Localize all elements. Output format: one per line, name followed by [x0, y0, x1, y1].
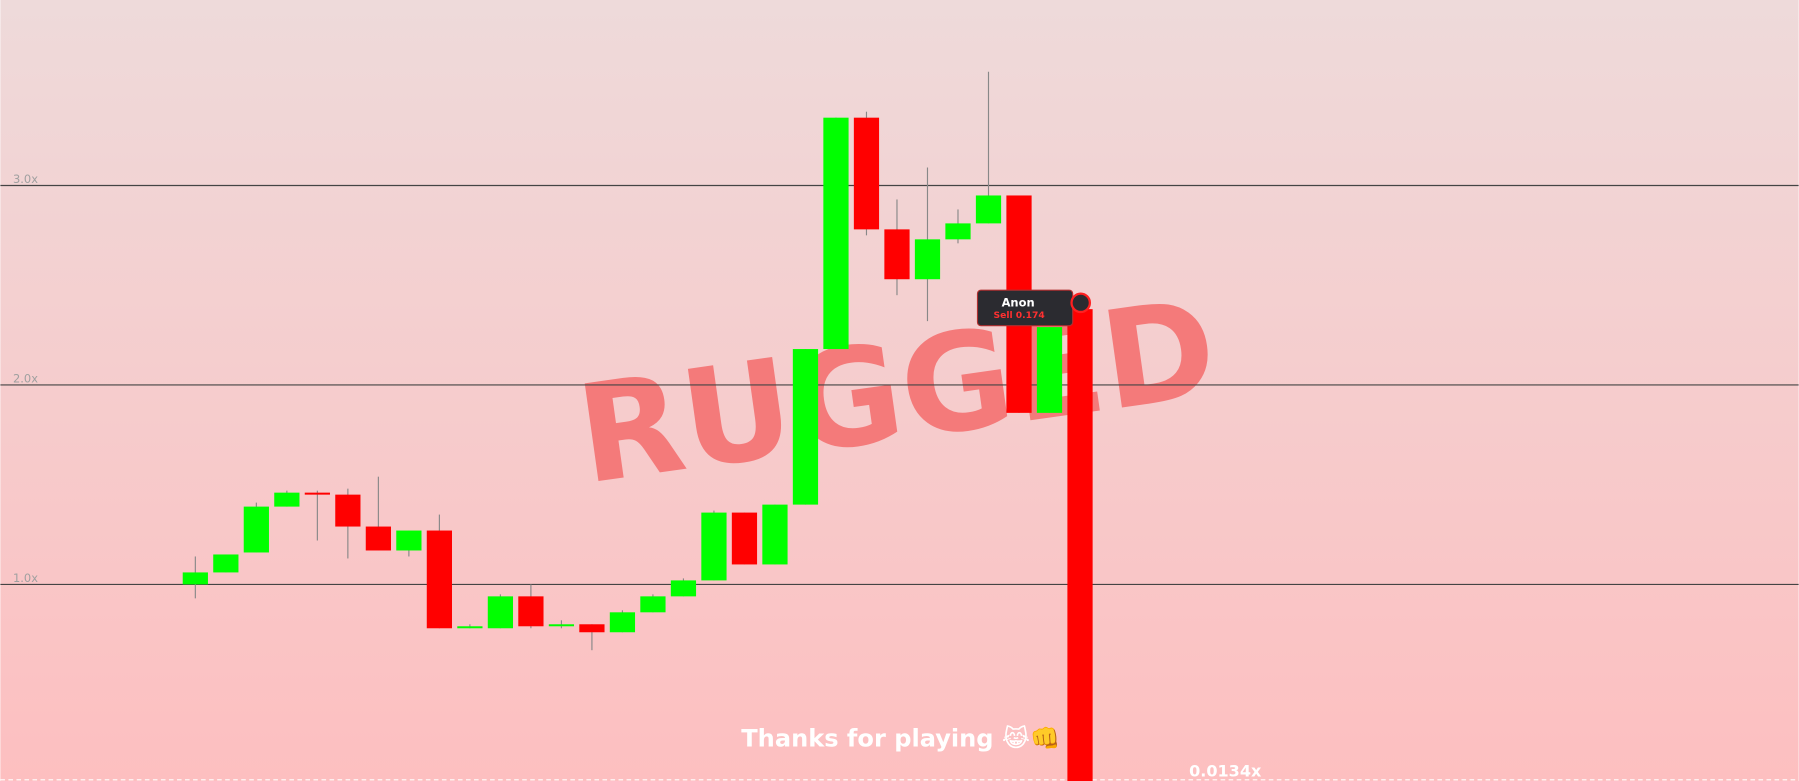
candle-body: [182, 572, 208, 585]
candle-body: [823, 117, 849, 350]
candle-body: [274, 492, 300, 507]
candle-body: [670, 580, 697, 597]
footer-text: Thanks for playing 😹👊: [741, 725, 1060, 753]
candle-body: [609, 612, 636, 633]
candle-body: [945, 223, 971, 240]
candle-body: [213, 554, 239, 573]
current-multiplier: 0.0134x: [1189, 761, 1262, 780]
candle-body: [884, 229, 910, 280]
candle-body: [762, 504, 788, 565]
y-tick-label: 2.0x: [13, 372, 38, 386]
tooltip-action: Sell 0.174: [994, 310, 1045, 321]
candle-body: [579, 624, 605, 633]
candle-body: [396, 530, 422, 551]
candle-body: [701, 512, 727, 581]
trade-tooltip: Anon Sell 0.174: [976, 289, 1092, 327]
candle-body: [487, 596, 514, 629]
tooltip-user: Anon: [1002, 295, 1035, 309]
avatar: [1070, 292, 1092, 314]
candle-body: [548, 624, 575, 627]
candle-body: [457, 626, 483, 629]
plot: 1.0x 2.0x 3.0x: [0, 71, 1799, 781]
candle-body: [335, 494, 361, 527]
candle-body: [792, 349, 819, 505]
y-tick-label: 3.0x: [13, 172, 38, 186]
candle-body: [975, 195, 1002, 224]
candle-body: [640, 596, 666, 613]
candle-body: [1067, 309, 1093, 781]
candle-body: [243, 506, 269, 553]
candle-body: [518, 596, 544, 627]
y-tick-label: 1.0x: [13, 571, 38, 585]
candle-body: [304, 492, 330, 495]
candle-body: [426, 530, 453, 629]
candle-body: [365, 526, 391, 551]
candle-body: [853, 117, 880, 230]
candle-body: [731, 512, 758, 565]
candle-body: [1036, 327, 1063, 413]
candle-body: [914, 239, 941, 280]
